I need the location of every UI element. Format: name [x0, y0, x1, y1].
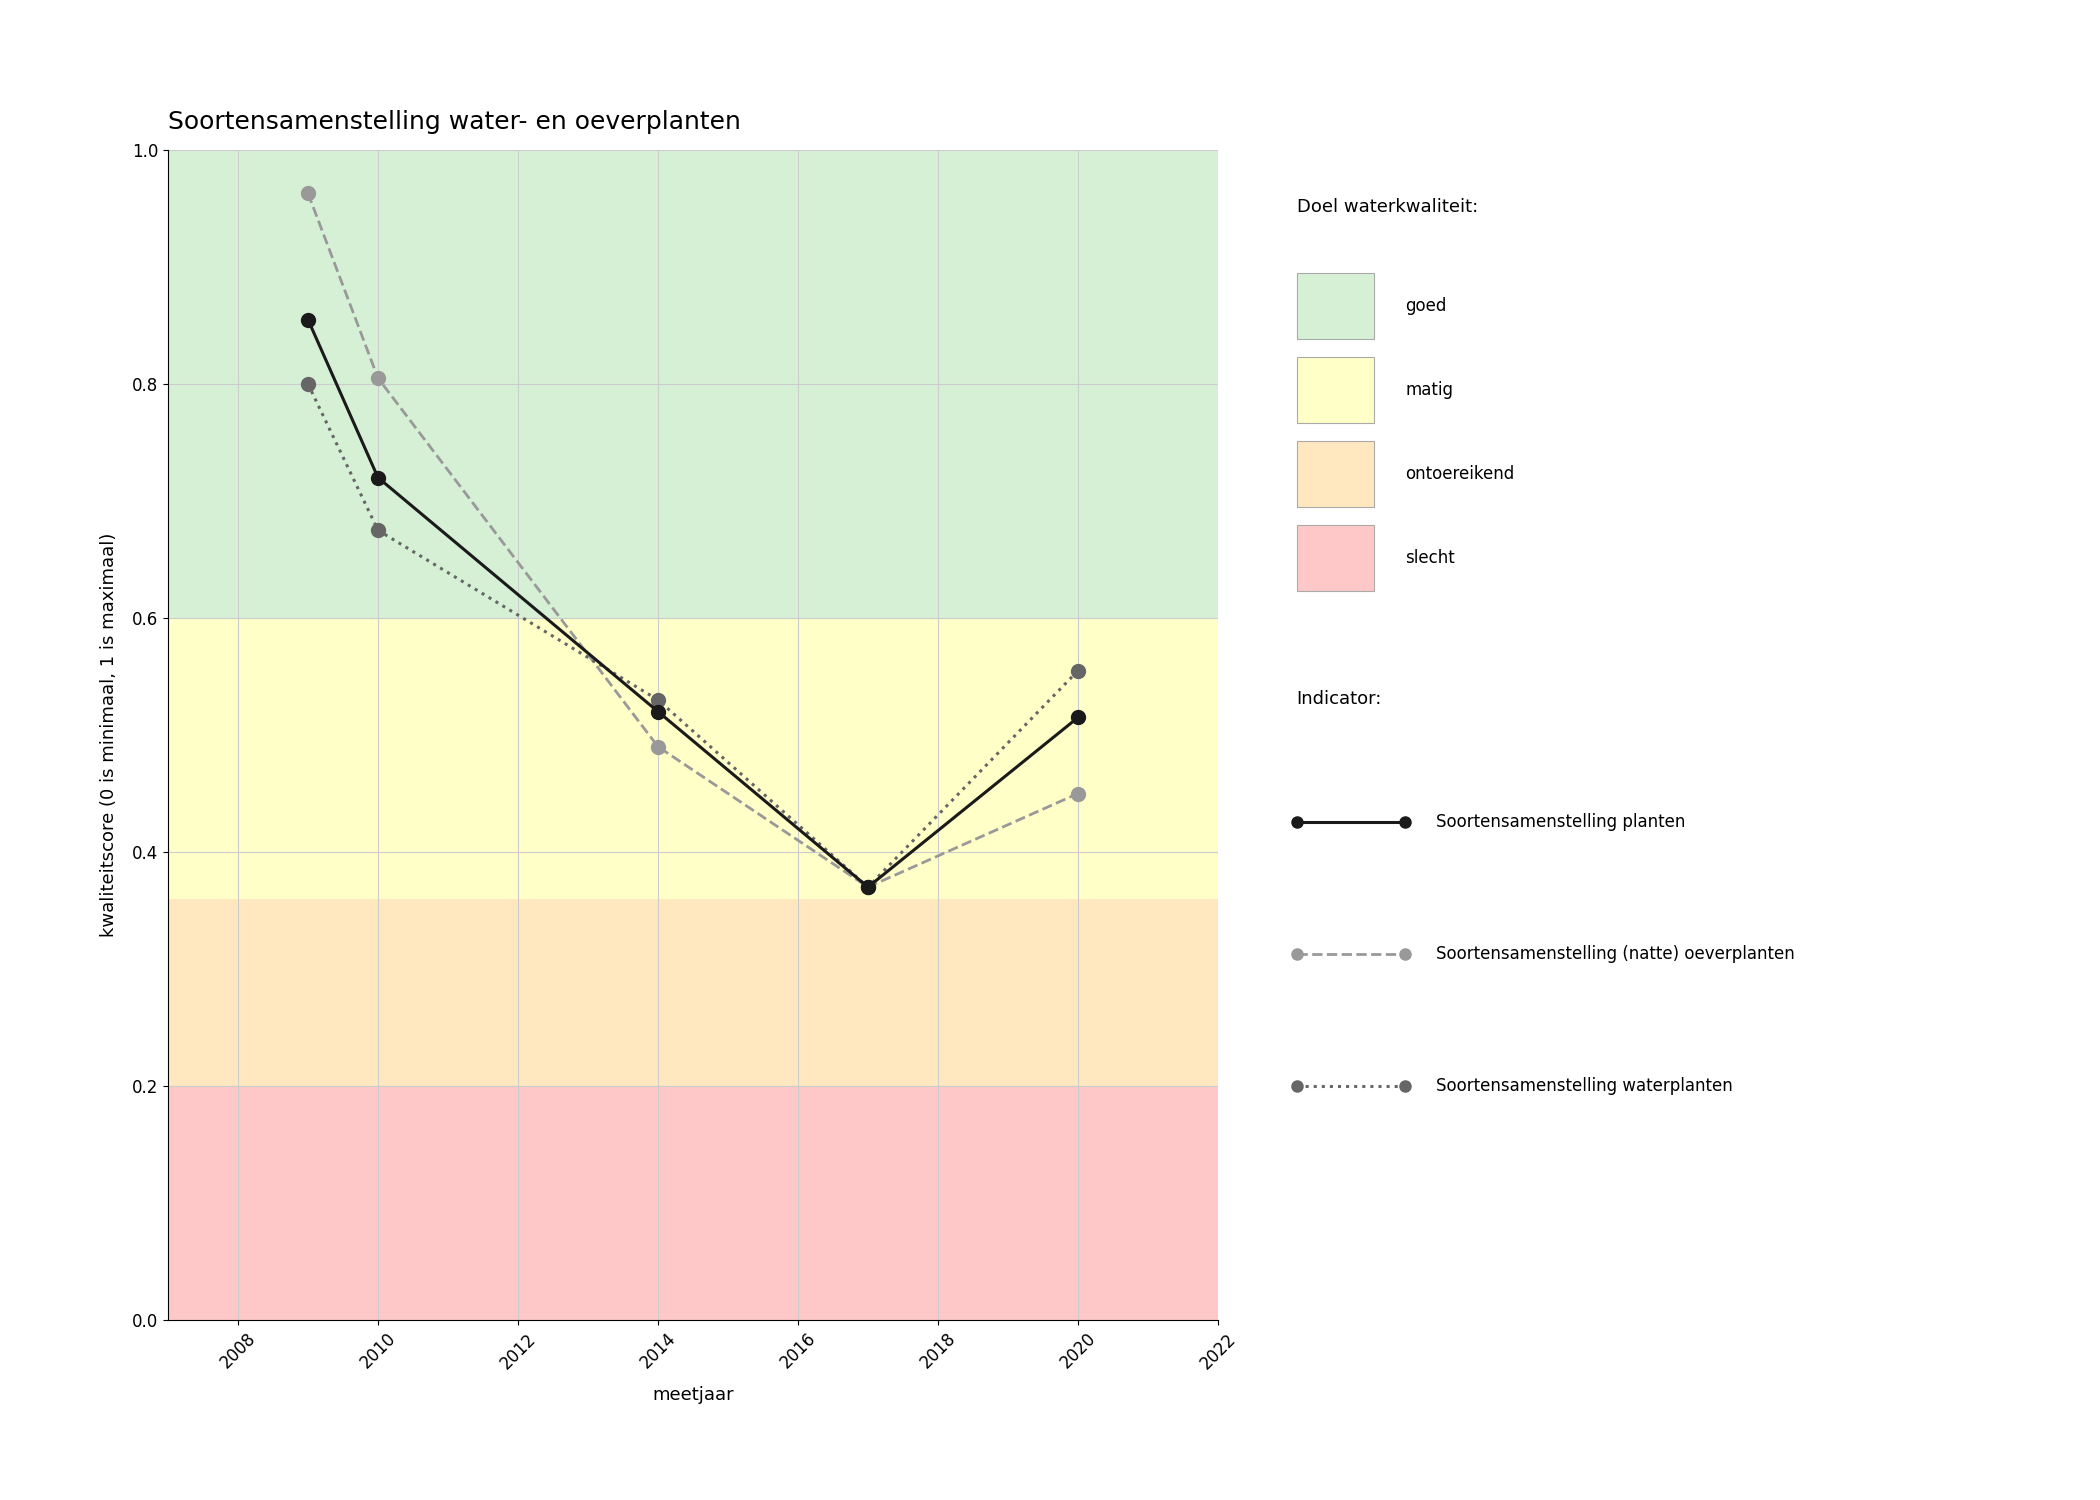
Text: Soortensamenstelling waterplanten: Soortensamenstelling waterplanten — [1436, 1077, 1732, 1095]
Soortensamenstelling waterplanten — [365, 522, 391, 540]
Soortensamenstelling waterplanten — [645, 692, 670, 709]
Line: Soortensamenstelling waterplanten: Soortensamenstelling waterplanten — [300, 376, 1086, 894]
Soortensamenstelling waterplanten — [296, 375, 321, 393]
Y-axis label: kwaliteitscore (0 is minimaal, 1 is maximaal): kwaliteitscore (0 is minimaal, 1 is maxi… — [101, 532, 118, 938]
Bar — [168, 618, 1218, 898]
Soortensamenstelling planten — [365, 468, 391, 486]
FancyBboxPatch shape — [1296, 357, 1373, 423]
Text: Soortensamenstelling planten: Soortensamenstelling planten — [1436, 813, 1686, 831]
Text: goed: goed — [1405, 297, 1447, 315]
Soortensamenstelling waterplanten — [1065, 662, 1090, 680]
Line: Soortensamenstelling planten: Soortensamenstelling planten — [300, 312, 1086, 894]
FancyBboxPatch shape — [1296, 441, 1373, 507]
Soortensamenstelling (natte) oeverplanten — [855, 878, 880, 896]
Soortensamenstelling (natte) oeverplanten — [1065, 784, 1090, 802]
Bar — [168, 898, 1218, 1086]
Text: Doel waterkwaliteit:: Doel waterkwaliteit: — [1296, 198, 1478, 216]
Soortensamenstelling (natte) oeverplanten — [365, 369, 391, 387]
Bar — [168, 1086, 1218, 1320]
Soortensamenstelling (natte) oeverplanten — [296, 184, 321, 202]
Soortensamenstelling planten — [1065, 708, 1090, 726]
FancyBboxPatch shape — [1296, 273, 1373, 339]
Line: Soortensamenstelling (natte) oeverplanten: Soortensamenstelling (natte) oeverplante… — [300, 186, 1086, 894]
Text: Indicator:: Indicator: — [1296, 690, 1382, 708]
Soortensamenstelling (natte) oeverplanten — [645, 738, 670, 756]
Text: matig: matig — [1405, 381, 1453, 399]
Soortensamenstelling planten — [296, 310, 321, 328]
Soortensamenstelling waterplanten — [855, 878, 880, 896]
FancyBboxPatch shape — [1296, 525, 1373, 591]
Soortensamenstelling planten — [645, 702, 670, 720]
Soortensamenstelling planten — [855, 878, 880, 896]
Text: slecht: slecht — [1405, 549, 1455, 567]
Bar — [168, 150, 1218, 618]
Text: Soortensamenstelling water- en oeverplanten: Soortensamenstelling water- en oeverplan… — [168, 110, 741, 134]
X-axis label: meetjaar: meetjaar — [653, 1386, 733, 1404]
Text: ontoereikend: ontoereikend — [1405, 465, 1514, 483]
Text: Soortensamenstelling (natte) oeverplanten: Soortensamenstelling (natte) oeverplante… — [1436, 945, 1796, 963]
